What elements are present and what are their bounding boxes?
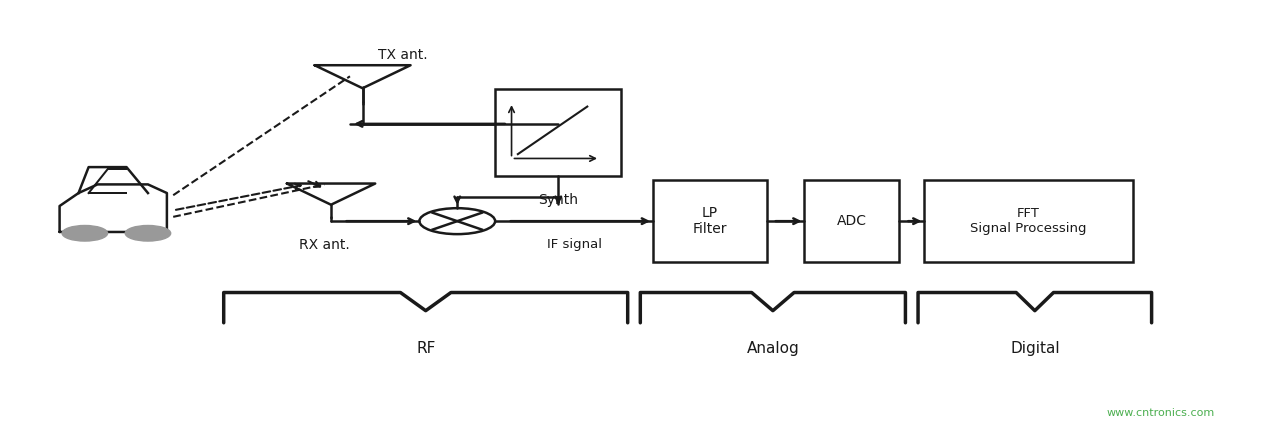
FancyBboxPatch shape [653, 180, 767, 262]
Text: FFT
Signal Processing: FFT Signal Processing [970, 207, 1087, 235]
Text: Synth: Synth [538, 193, 578, 207]
Text: www.cntronics.com: www.cntronics.com [1107, 408, 1215, 418]
Text: RX ant.: RX ant. [299, 238, 350, 252]
Text: RF: RF [416, 341, 435, 356]
FancyBboxPatch shape [495, 89, 621, 176]
FancyBboxPatch shape [924, 180, 1132, 262]
Circle shape [62, 226, 108, 241]
Circle shape [126, 226, 171, 241]
Text: IF signal: IF signal [547, 238, 601, 251]
Text: ADC: ADC [837, 214, 867, 228]
Text: LP
Filter: LP Filter [692, 206, 727, 236]
Text: TX ant.: TX ant. [378, 48, 427, 62]
Text: Digital: Digital [1011, 341, 1060, 356]
FancyBboxPatch shape [804, 180, 899, 262]
Text: Analog: Analog [747, 341, 799, 356]
